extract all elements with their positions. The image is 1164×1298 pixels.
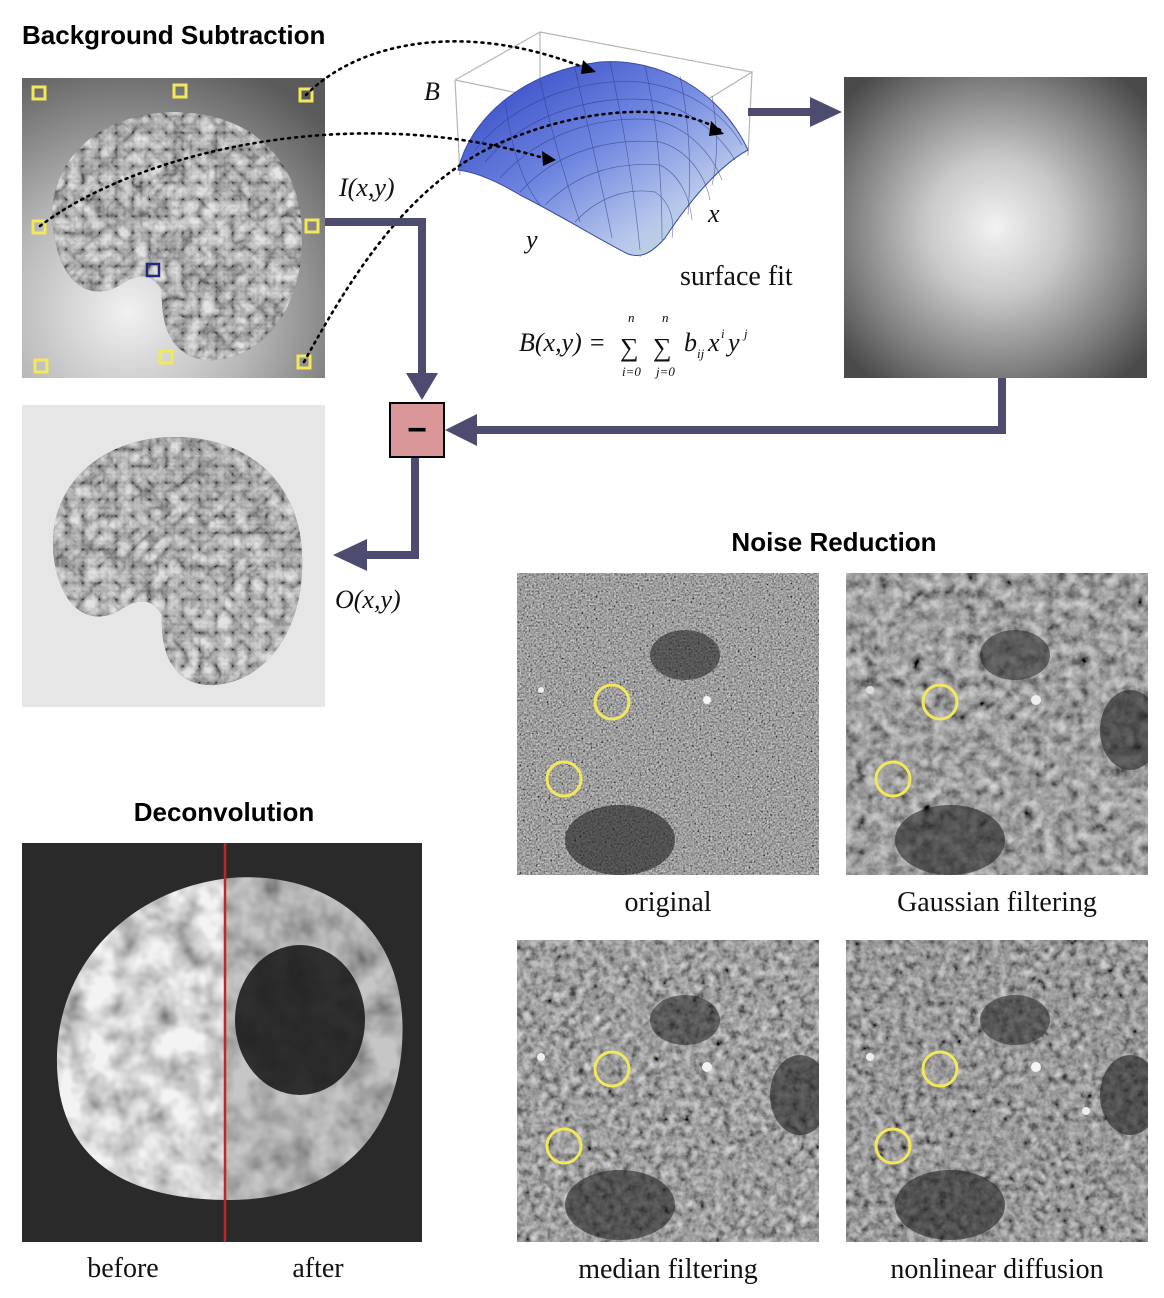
sample-marker (31, 219, 47, 235)
highlight-circle (545, 1127, 583, 1165)
flow-arrowheads (333, 97, 842, 571)
formula-sum-j-lower: j=0 (654, 364, 675, 379)
sample-marker (296, 354, 312, 370)
embryo-raw (52, 111, 303, 361)
formula-sum-j: ∑ (653, 333, 672, 362)
sample-marker (298, 87, 314, 103)
input-signal-label: I(x,y) (338, 173, 395, 202)
raw-input-image (22, 78, 325, 378)
title-background-subtraction: Background Subtraction (22, 20, 325, 50)
sample-marker (33, 358, 49, 374)
flow-input-to-minus (325, 218, 426, 377)
axis-label-y: y (523, 225, 538, 254)
background-sample-markers (31, 83, 320, 374)
subtract-operator: − (389, 402, 445, 458)
highlight-circle (593, 683, 631, 721)
axis-label-b: B (424, 77, 440, 106)
formula-sum-i-upper: n (628, 310, 635, 325)
formula-lhs: B(x,y) = (519, 328, 606, 357)
formula-sum-i-lower: i=0 (622, 364, 641, 379)
highlight-circle (874, 760, 912, 798)
formula-y-sup: j (742, 326, 748, 341)
deconvolution-image (22, 843, 422, 1242)
nucleus-dark-region (235, 945, 365, 1095)
output-corrected-image (22, 405, 325, 707)
rejected-sample-marker (145, 262, 161, 278)
formula-x: x (707, 328, 720, 357)
noise-panel-original (517, 573, 819, 875)
deconv-after-caption: after (292, 1253, 344, 1284)
surface-fit-caption: surface fit (680, 261, 793, 292)
axis-label-x: x (707, 199, 720, 228)
formula-coef-sub: ij (697, 346, 705, 361)
highlight-circle (593, 1050, 631, 1088)
formula-coef: b (684, 328, 697, 357)
caption-gaussian: Gaussian filtering (897, 887, 1097, 918)
sample-projection-arrows (38, 40, 722, 364)
formula-sum-i: ∑ (620, 333, 639, 362)
deconv-before-caption: before (87, 1253, 159, 1284)
flow-minus-to-output (365, 458, 419, 559)
formula-sum-j-upper: n (662, 310, 669, 325)
sample-marker (304, 218, 320, 234)
output-signal-label: O(x,y) (335, 585, 401, 614)
highlight-circle (921, 683, 959, 721)
highlight-circle (921, 1050, 959, 1088)
title-deconvolution: Deconvolution (134, 797, 315, 827)
projection-arrowheads (542, 60, 724, 166)
background-estimate-image (844, 77, 1147, 378)
sample-marker (172, 83, 188, 99)
flow-background-to-minus (475, 378, 1006, 434)
noise-panel-nonlinear-diffusion (846, 940, 1148, 1242)
noise-panel-gaussian (846, 573, 1148, 875)
caption-nonlinear-diffusion: nonlinear diffusion (890, 1254, 1103, 1285)
highlight-circle (874, 1127, 912, 1165)
formula-x-sup: i (721, 326, 725, 341)
fitted-surface (457, 61, 749, 257)
caption-original: original (624, 887, 711, 918)
noise-panel-median (517, 940, 819, 1242)
title-noise-reduction: Noise Reduction (731, 527, 936, 557)
surface-formula: B(x,y) = ∑ n i=0 ∑ n j=0 b ij x i y j (519, 310, 748, 379)
sample-marker (158, 349, 174, 365)
highlight-circle (545, 760, 583, 798)
caption-median: median filtering (578, 1254, 758, 1285)
formula-y: y (725, 328, 740, 357)
flow-diagram (325, 108, 1006, 559)
surface-fit-plot: B x y (424, 31, 754, 258)
minus-symbol: − (407, 411, 427, 449)
sample-marker (31, 85, 47, 101)
